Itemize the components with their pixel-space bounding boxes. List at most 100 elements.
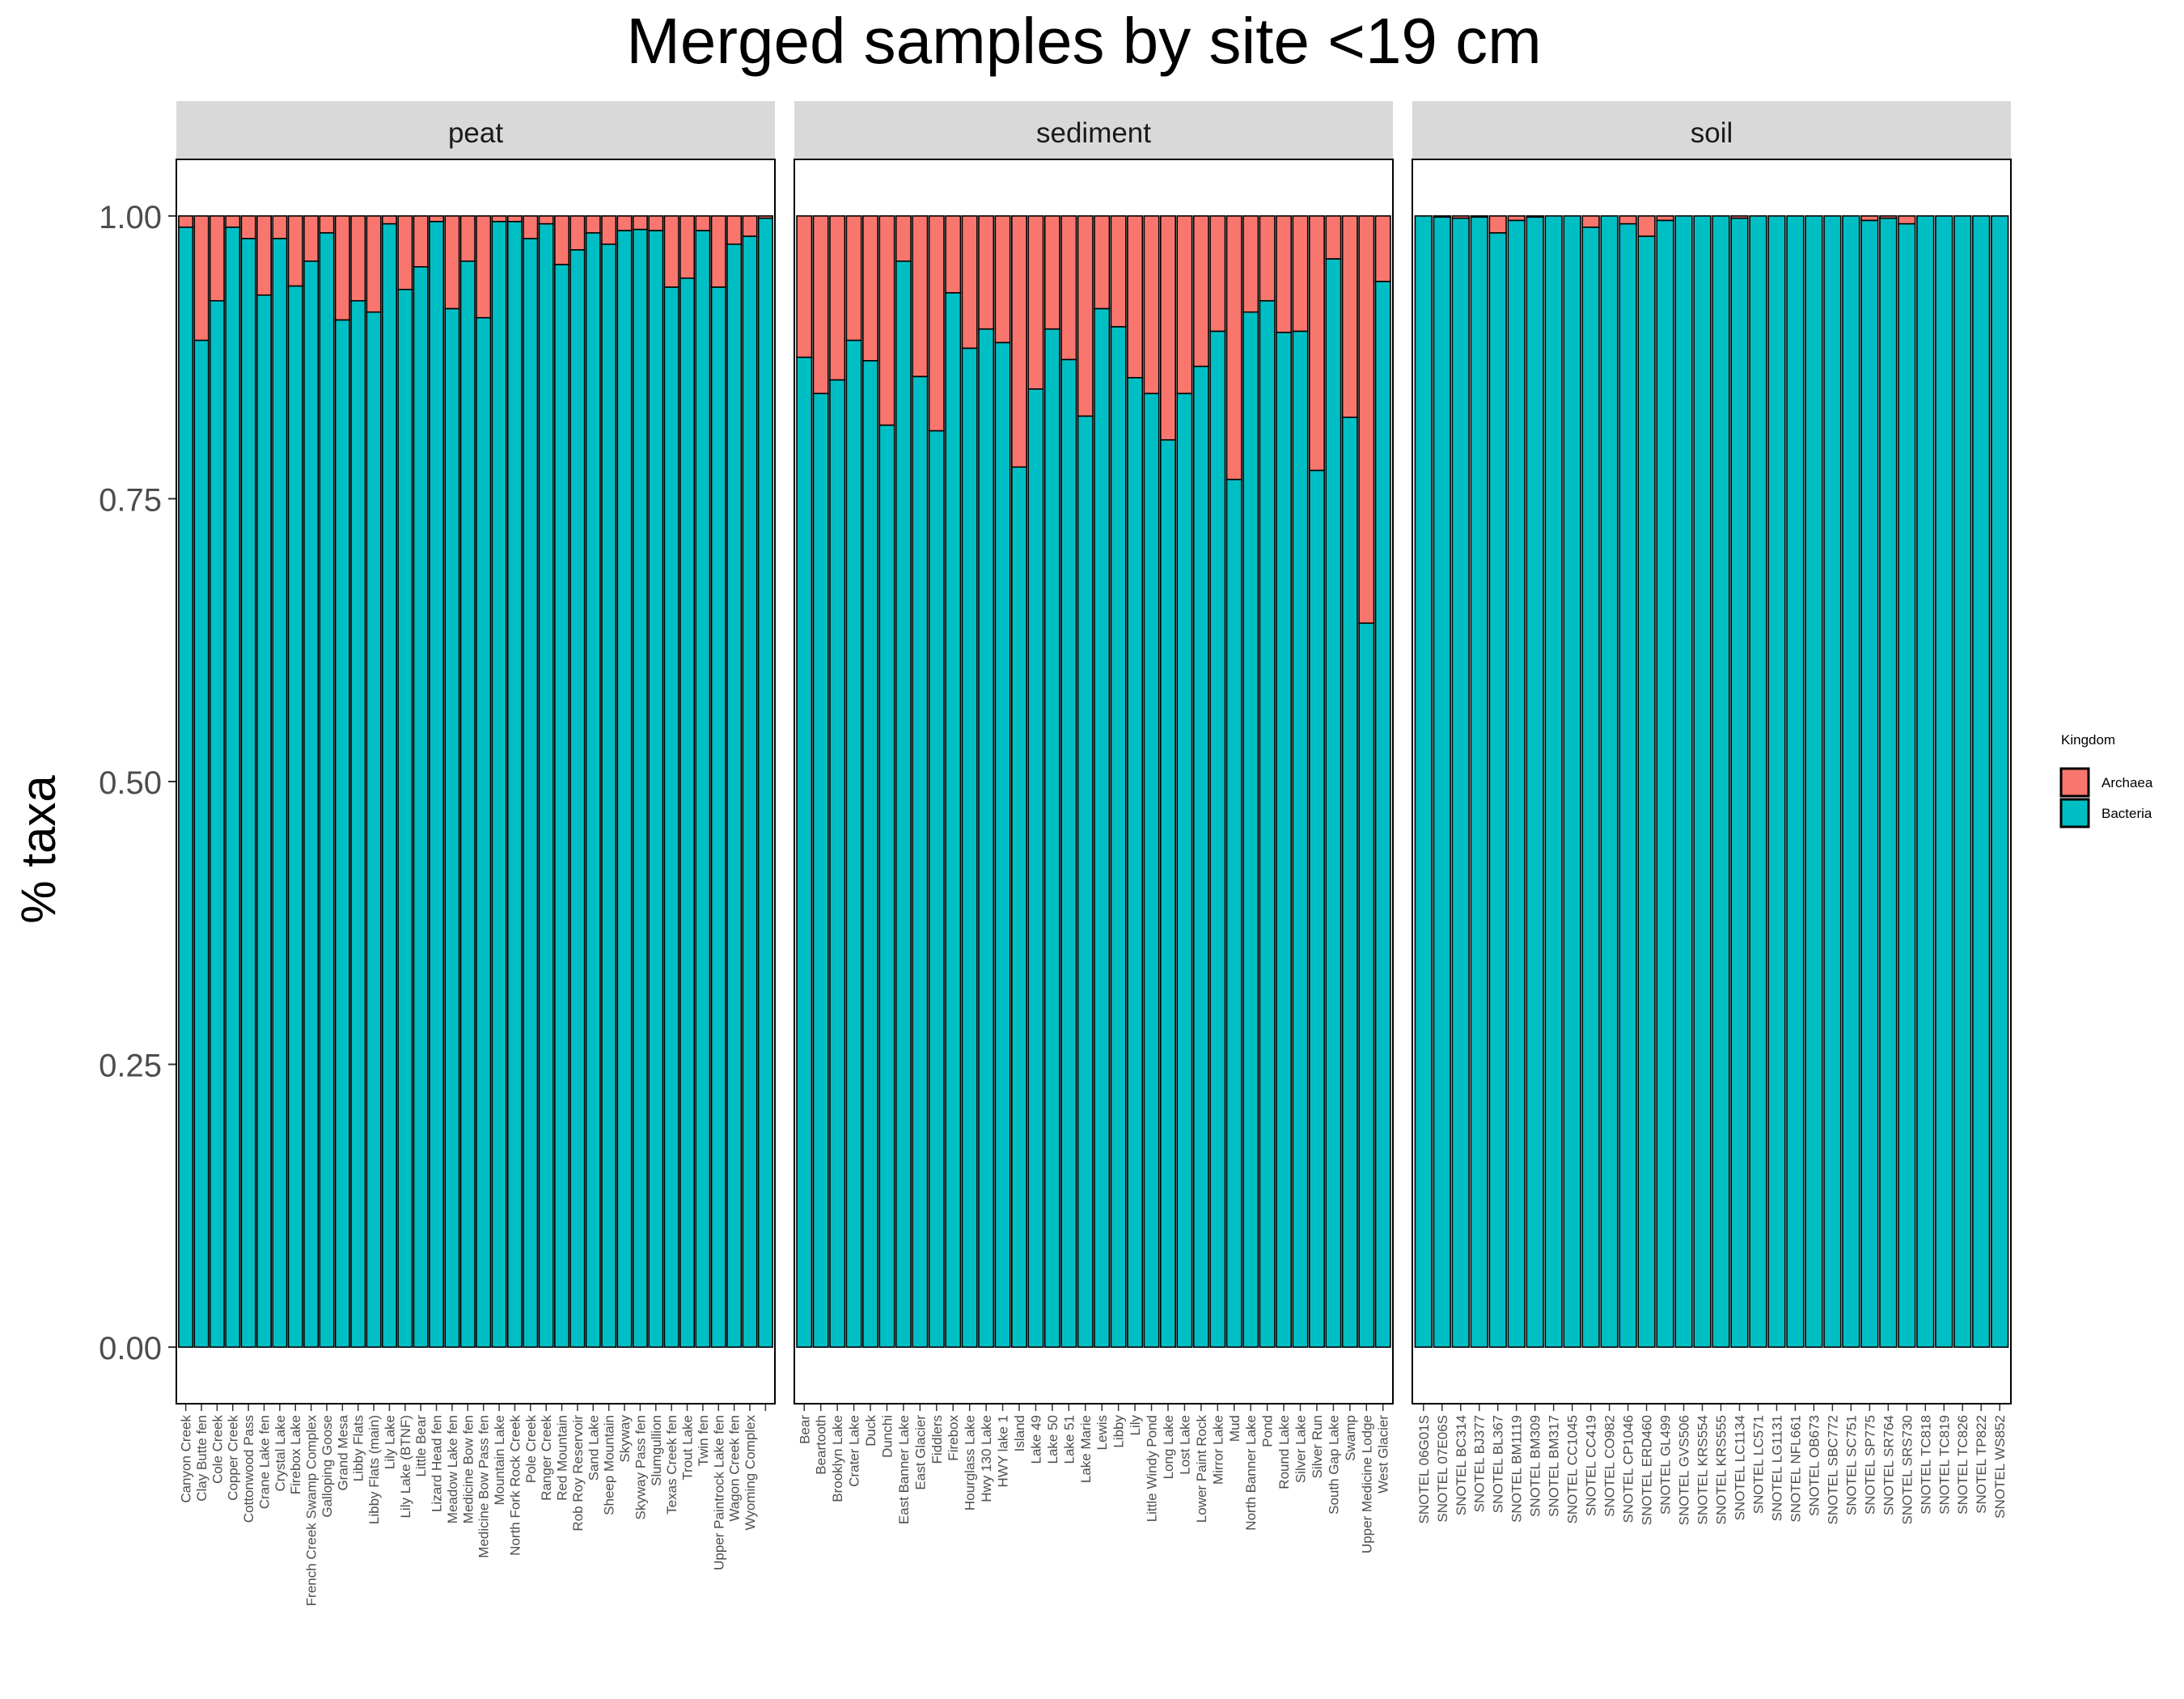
x-tick-label: Duck [863, 1415, 878, 1447]
bar-archaea [1060, 215, 1077, 361]
x-tick-label: SNOTEL CO982 [1602, 1415, 1618, 1517]
bar-bacteria [994, 341, 1011, 1348]
bar-archaea [1292, 215, 1309, 333]
bar-bacteria [1358, 622, 1375, 1348]
x-tick-label: Skyway Pass fen [633, 1415, 648, 1519]
x-tick-label: Meadow Lake fen [445, 1415, 460, 1523]
bar-bacteria [601, 244, 617, 1348]
bar-archaea [1860, 215, 1879, 222]
x-tick-label: Skyway [617, 1415, 633, 1463]
bar-archaea [240, 215, 256, 239]
chart-title: Merged samples by site <19 cm [626, 5, 1542, 77]
bar-bacteria [1526, 216, 1544, 1348]
x-tick-label: SNOTEL SR764 [1881, 1415, 1896, 1515]
bar-bacteria [1043, 328, 1060, 1348]
bar-bacteria [1060, 358, 1077, 1348]
bar-bacteria [1488, 232, 1507, 1348]
bar-bacteria [1325, 258, 1342, 1348]
bar-bacteria [1656, 219, 1674, 1348]
x-tick-label: SNOTEL BC314 [1454, 1415, 1469, 1515]
x-tick-label: West Glacier [1376, 1415, 1391, 1494]
bar-archaea [1581, 215, 1600, 228]
legend: Kingdom Archaea Bacteria [2059, 732, 2153, 828]
bar-archaea [334, 215, 350, 321]
bar-bacteria [1581, 227, 1600, 1348]
x-tick-label: North Fork Rock Creek [507, 1415, 523, 1556]
bar-archaea [1374, 215, 1391, 282]
x-tick-label: Fiddlers [929, 1415, 945, 1464]
y-tick-label: 1.00 [99, 200, 162, 235]
x-tick-label: Lily Lake [382, 1415, 397, 1469]
bar-archaea [523, 215, 539, 239]
bar-bacteria [1242, 311, 1259, 1348]
bar-archaea [585, 215, 601, 234]
bar-bacteria [1143, 392, 1160, 1348]
bar-archaea [1043, 215, 1060, 330]
bar-archaea [491, 215, 507, 222]
bar-archaea [319, 215, 335, 234]
x-tick-label: SNOTEL SRS730 [1899, 1415, 1915, 1524]
facet-peat: peat Canyon Creek Clay Butte fen Cole Creek… [176, 101, 776, 1606]
x-tick-label: Little Bear [413, 1415, 429, 1477]
x-tick-label: Red Mountain [555, 1415, 570, 1501]
x-tick-label: Lost Lake [1177, 1415, 1192, 1475]
x-tick-label: SNOTEL SBC772 [1825, 1415, 1840, 1524]
bar-bacteria [1879, 217, 1898, 1348]
x-tick-label: Rob Roy Reservoir [570, 1415, 586, 1532]
x-tick-label: Swamp [1343, 1415, 1358, 1461]
bar-bacteria [1433, 216, 1451, 1348]
bar-bacteria [726, 244, 743, 1348]
bar-archaea [742, 215, 758, 237]
legend-label: Archaea [2101, 775, 2153, 790]
x-tick-label: Beartooth [814, 1415, 829, 1475]
x-tick-label: Upper Paintrock Lake fen [711, 1415, 726, 1570]
bar-bacteria [1027, 388, 1044, 1348]
bar-archaea [193, 215, 210, 341]
x-tick-label: Crane Lake fen [256, 1415, 272, 1509]
bar-bacteria [1225, 478, 1242, 1348]
bar-bacteria [397, 288, 413, 1348]
x-tick-label: Galloping Goose [320, 1415, 335, 1518]
bar-archaea [1325, 215, 1342, 260]
x-tick-label: Bear [797, 1415, 812, 1444]
x-tick-label: SNOTEL BJ377 [1472, 1415, 1488, 1512]
x-tick-label: SNOTEL GVS506 [1677, 1415, 1692, 1525]
facet-strip-label: soil [1691, 117, 1733, 149]
bar-archaea [413, 215, 429, 268]
bar-bacteria [757, 217, 773, 1348]
bar-archaea [178, 215, 194, 228]
bar-archaea [1027, 215, 1044, 390]
facet-bars [178, 215, 773, 1348]
bar-bacteria [459, 261, 476, 1348]
x-tick-label: Libby Flats (main) [366, 1415, 382, 1524]
x-tick-label: Copper Creek [226, 1415, 241, 1501]
bar-archaea [1127, 215, 1144, 379]
x-tick-label: Silver Lake [1293, 1415, 1309, 1483]
y-tick-label: 0.75 [99, 482, 162, 518]
bar-bacteria [1767, 215, 1786, 1348]
bar-archaea [895, 215, 912, 262]
bar-bacteria [1619, 222, 1637, 1348]
facets: peat Canyon Creek Clay Butte fen Cole Creek… [176, 101, 2012, 1606]
bar-archaea [616, 215, 633, 231]
x-tick-label: Medicine Bow Pass fen [476, 1415, 492, 1558]
bar-archaea [381, 215, 397, 225]
bar-archaea [397, 215, 413, 290]
bar-bacteria [1991, 215, 2009, 1348]
bar-archaea [1488, 215, 1507, 234]
x-tick-label: Slumgullion [649, 1415, 664, 1486]
bar-bacteria [1972, 215, 1991, 1348]
facet-panel-border [1412, 159, 2012, 1405]
bar-bacteria [1192, 366, 1209, 1348]
x-tick-label: Texas Creek fen [664, 1415, 679, 1515]
bar-archaea [928, 215, 945, 432]
x-tick-label: East Glacier [912, 1415, 928, 1490]
x-tick-label: Round Lake [1276, 1415, 1292, 1489]
bar-bacteria [350, 299, 366, 1348]
bar-bacteria [1110, 326, 1127, 1348]
legend-label: Bacteria [2101, 806, 2152, 821]
bar-bacteria [334, 319, 350, 1348]
bar-archaea [845, 215, 862, 341]
bar-archaea [476, 215, 492, 319]
x-tick-label: Lake Marie [1078, 1415, 1094, 1483]
